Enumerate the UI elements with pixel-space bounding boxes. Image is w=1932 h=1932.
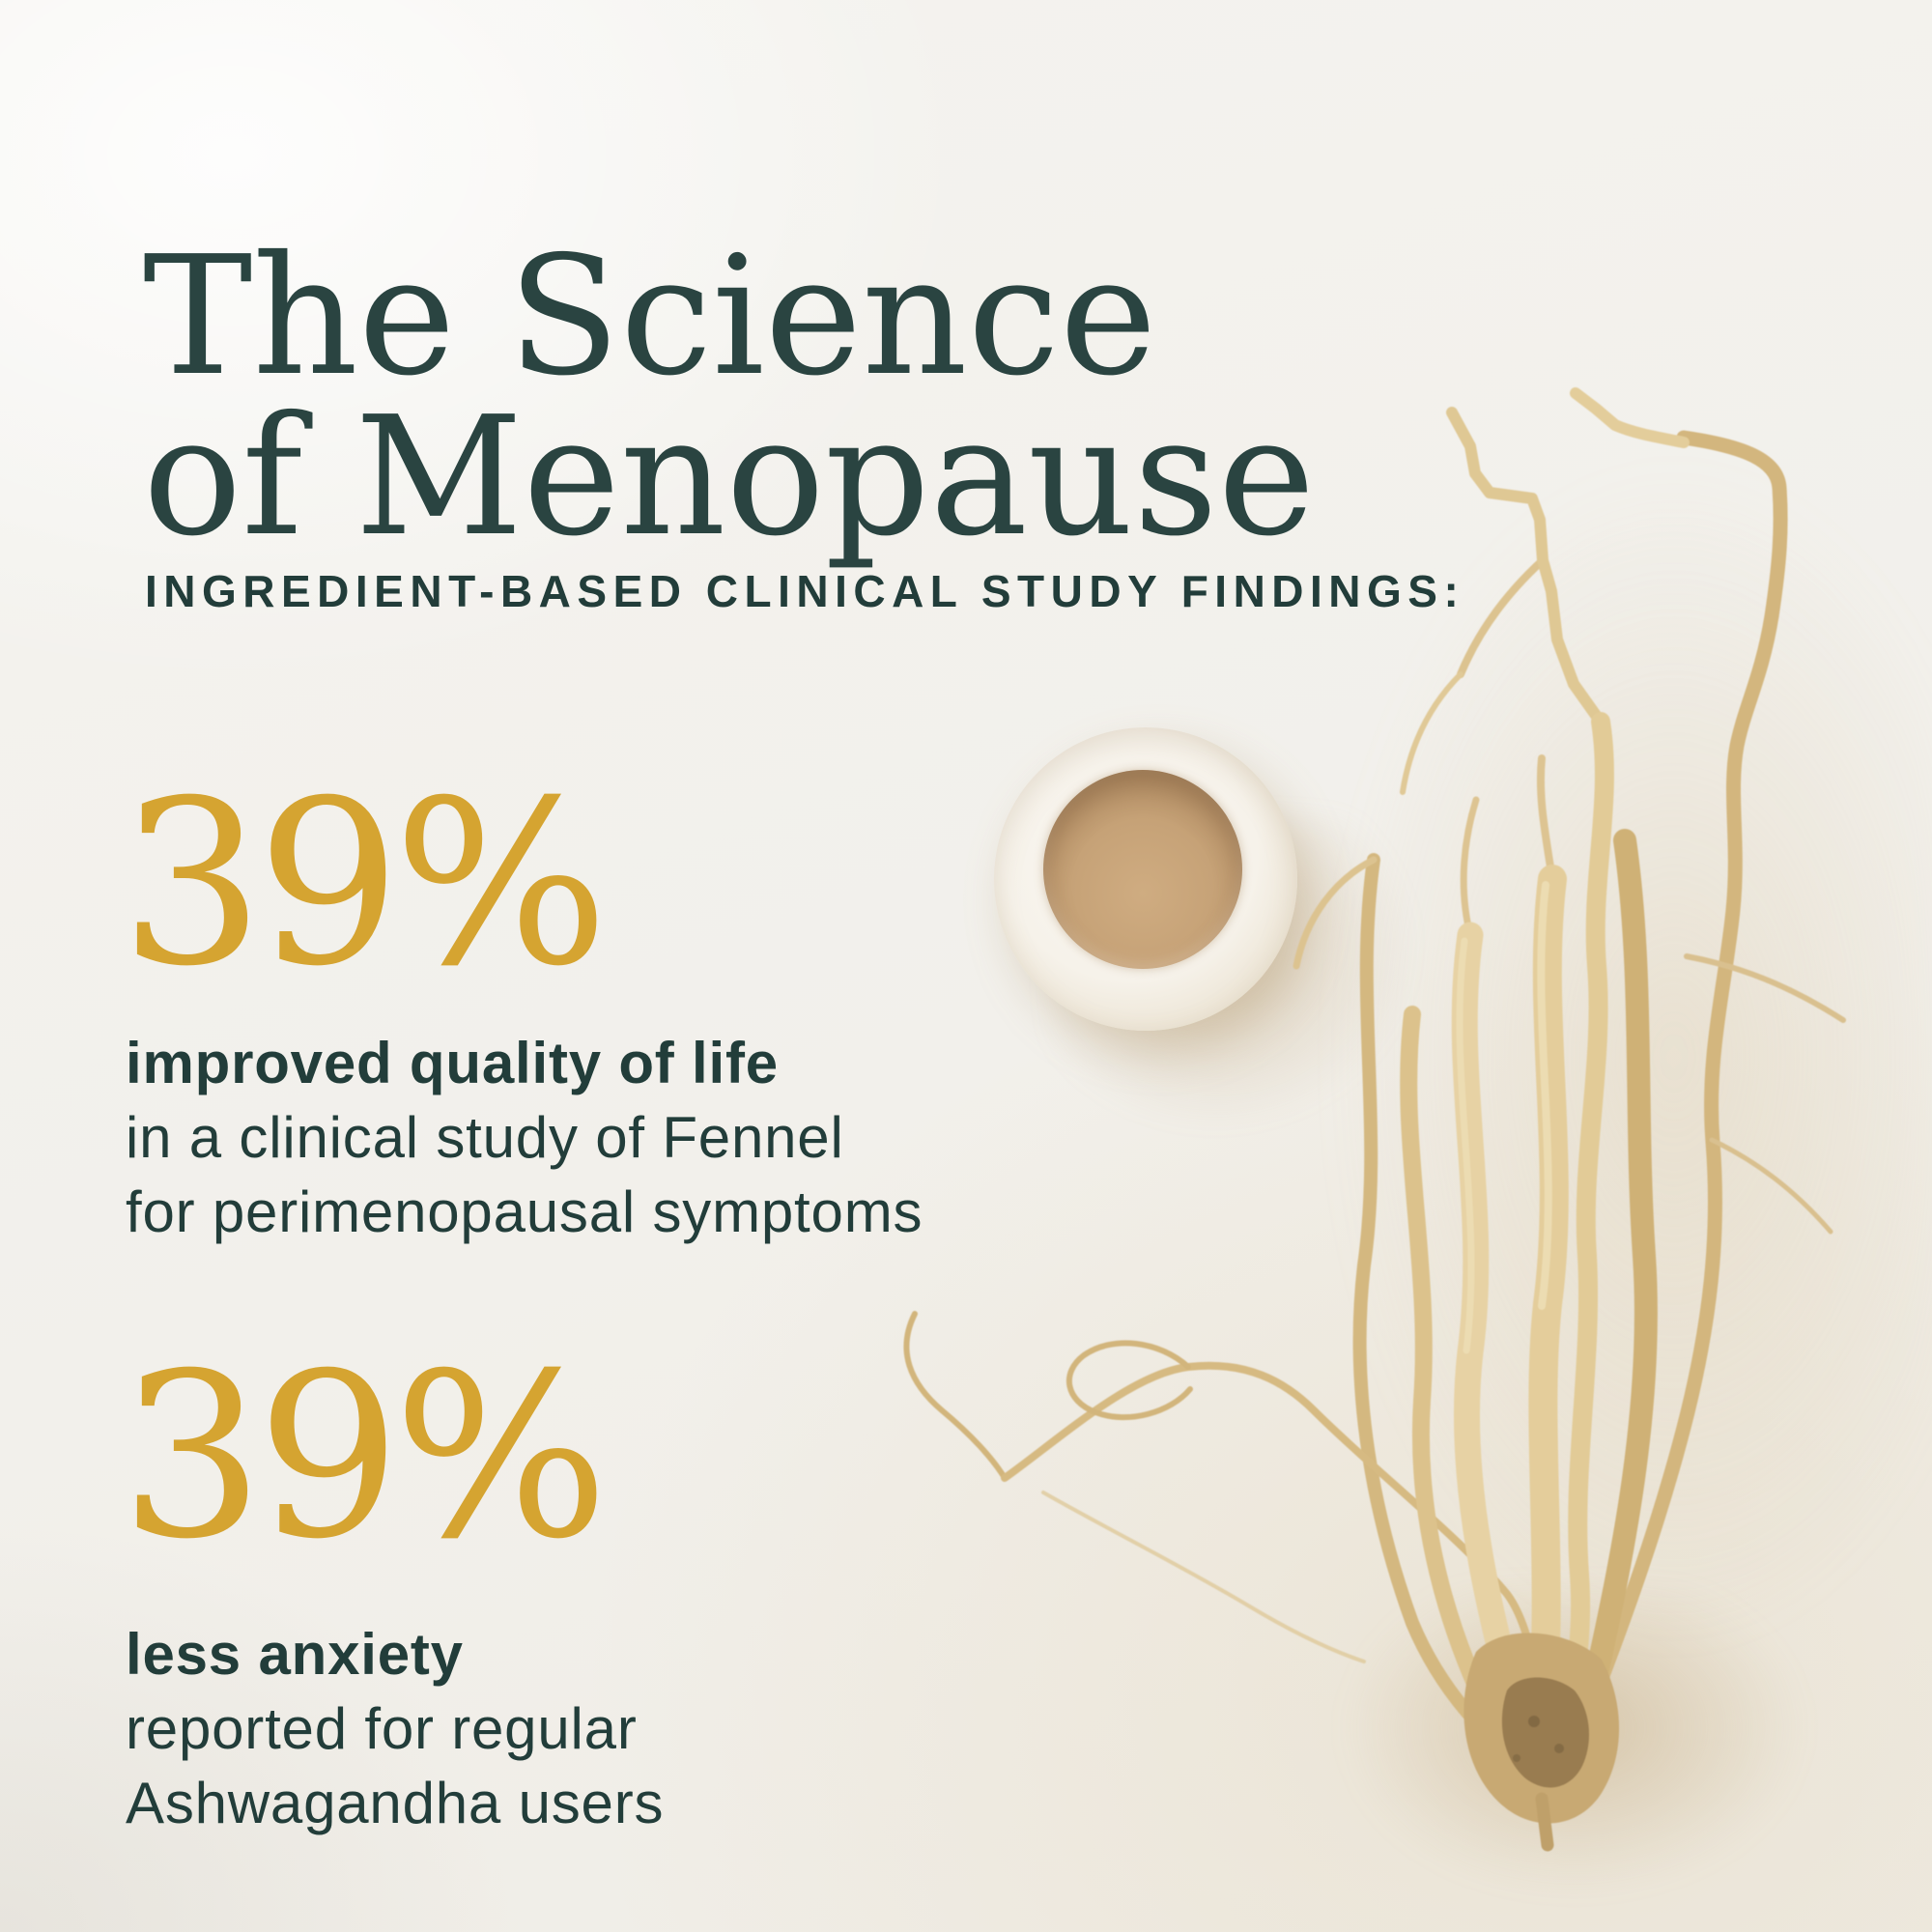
stat-highlight-ashwagandha: less anxiety — [126, 1622, 464, 1687]
powder-bowl-image — [994, 727, 1297, 1031]
stat-highlight-fennel: improved quality of life — [126, 1031, 779, 1095]
stat-value-ashwagandha: 39% — [120, 1325, 609, 1589]
ashwagandha-root-image — [903, 387, 1846, 1852]
page-title-line2: of Menopause — [143, 381, 1316, 573]
subtitle: INGREDIENT-BASED CLINICAL STUDY FINDINGS… — [145, 566, 1465, 616]
stat-line: in a clinical study of Fennel — [126, 1105, 844, 1170]
stat-text-fennel: improved quality of life in a clinical s… — [126, 1026, 923, 1249]
page-title-line1: The Science — [143, 220, 1157, 412]
stat-line: Ashwagandha users — [126, 1771, 665, 1835]
powder-surface — [1043, 770, 1242, 969]
stat-line: reported for regular — [126, 1696, 638, 1761]
stat-line: for perimenopausal symptoms — [126, 1179, 923, 1244]
page-title: The Science of Menopause — [143, 220, 1316, 573]
stat-value-fennel: 39% — [120, 753, 609, 1016]
stat-text-ashwagandha: less anxiety reported for regular Ashwag… — [126, 1617, 664, 1840]
